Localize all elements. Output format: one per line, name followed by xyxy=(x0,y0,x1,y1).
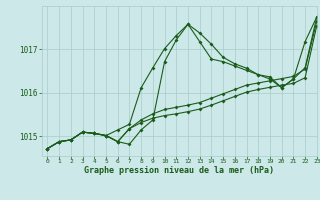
X-axis label: Graphe pression niveau de la mer (hPa): Graphe pression niveau de la mer (hPa) xyxy=(84,166,274,175)
